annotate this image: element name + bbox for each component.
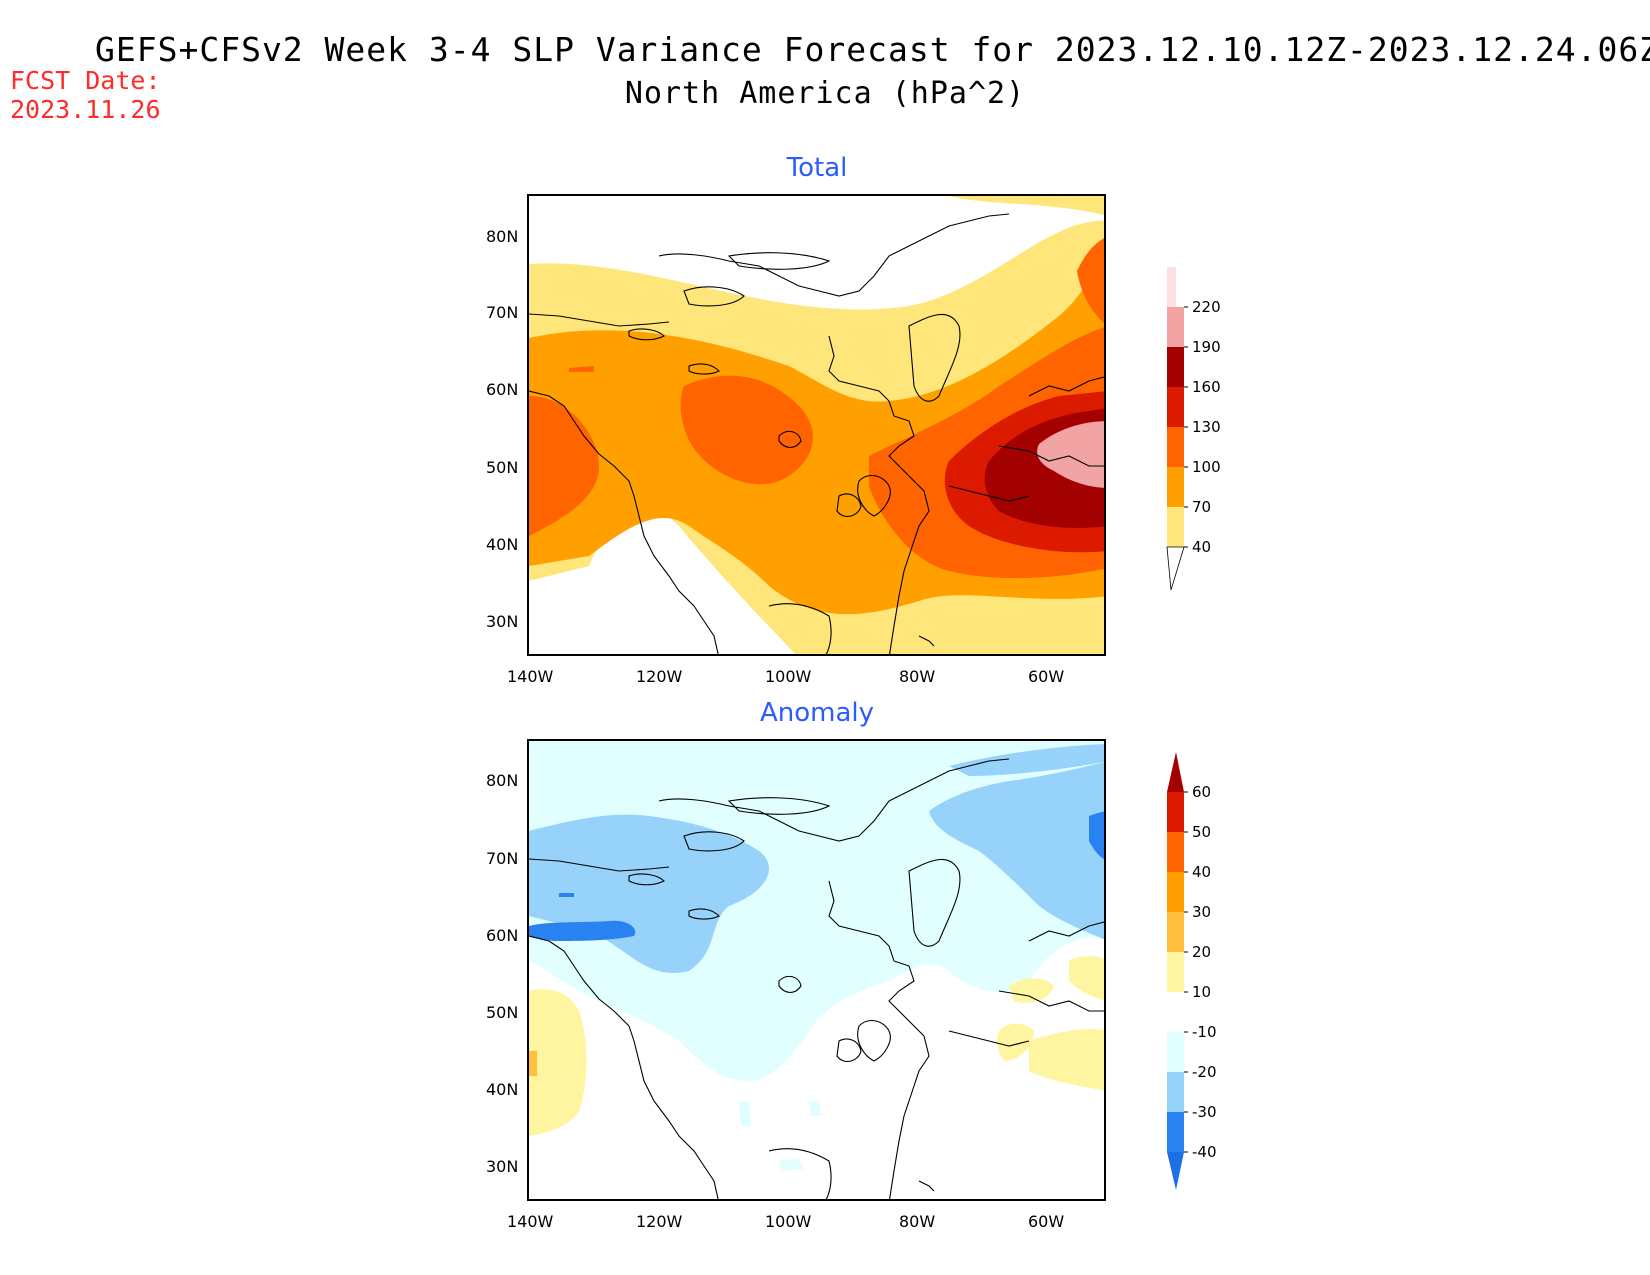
lat-label: 80N bbox=[486, 227, 519, 246]
legend-total-level: 130 bbox=[1192, 418, 1221, 436]
legend-total-level: 160 bbox=[1192, 378, 1221, 396]
lon-label: 140W bbox=[507, 1212, 554, 1231]
legend-anomaly-level: -20 bbox=[1192, 1063, 1217, 1081]
lon-label: 80W bbox=[899, 1212, 936, 1231]
legend-total-level: 70 bbox=[1192, 498, 1212, 516]
lat-label: 30N bbox=[486, 1157, 519, 1176]
legend-anomaly-level: 30 bbox=[1192, 903, 1212, 921]
lat-label: 60N bbox=[486, 926, 519, 945]
lon-label: 100W bbox=[765, 1212, 812, 1231]
legend-anomaly-level: 50 bbox=[1192, 823, 1212, 841]
legend-anomaly-level: 20 bbox=[1192, 943, 1212, 961]
lon-label: 60W bbox=[1028, 1212, 1065, 1231]
map-anomaly bbox=[527, 739, 1106, 1201]
legend-total-level: 40 bbox=[1192, 538, 1212, 556]
legend-total-level: 190 bbox=[1192, 338, 1221, 356]
legend-total-level: 220 bbox=[1192, 298, 1221, 316]
legend-anomaly-level: 60 bbox=[1192, 783, 1212, 801]
map-total bbox=[527, 194, 1106, 656]
legend-anomaly-level: 40 bbox=[1192, 863, 1212, 881]
figure-subtitle: North America (hPa^2) bbox=[624, 76, 1026, 111]
legend-anomaly-level: 10 bbox=[1192, 983, 1212, 1001]
lon-label: 120W bbox=[636, 1212, 683, 1231]
legend-total-colorbar bbox=[1166, 265, 1188, 591]
lon-label: 120W bbox=[636, 667, 683, 686]
lat-label: 70N bbox=[486, 849, 519, 868]
fcst-date-value: 2023.11.26 bbox=[10, 95, 161, 124]
lon-label: 100W bbox=[765, 667, 812, 686]
legend-anomaly-level: -40 bbox=[1192, 1143, 1217, 1161]
legend-total-level: 100 bbox=[1192, 458, 1221, 476]
legend-total: 220 190 160 130 100 70 40 bbox=[1160, 265, 1280, 595]
lat-label: 40N bbox=[486, 1080, 519, 1099]
legend-anomaly-level: -30 bbox=[1192, 1103, 1217, 1121]
panel-title-total: Total bbox=[786, 153, 848, 183]
fcst-date-label: FCST Date: bbox=[10, 66, 161, 95]
panel-title-anomaly: Anomaly bbox=[759, 698, 875, 728]
anomaly-variance-field bbox=[529, 741, 1104, 1199]
legend-anomaly: 60 50 40 30 20 10 -10 -20 -30 -40 bbox=[1160, 752, 1280, 1192]
figure-title: GEFS+CFSv2 Week 3-4 SLP Variance Forecas… bbox=[95, 30, 1650, 69]
lon-label: 60W bbox=[1028, 667, 1065, 686]
lat-label: 70N bbox=[486, 303, 519, 322]
total-variance-field bbox=[529, 196, 1104, 654]
lat-label: 50N bbox=[486, 458, 519, 477]
lon-label: 140W bbox=[507, 667, 554, 686]
lat-label: 30N bbox=[486, 612, 519, 631]
legend-anomaly-level: -10 bbox=[1192, 1023, 1217, 1041]
lon-label: 80W bbox=[899, 667, 936, 686]
lat-label: 80N bbox=[486, 771, 519, 790]
legend-anomaly-colorbar bbox=[1167, 752, 1188, 1190]
lat-label: 60N bbox=[486, 380, 519, 399]
lat-label: 50N bbox=[486, 1003, 519, 1022]
lat-label: 40N bbox=[486, 535, 519, 554]
